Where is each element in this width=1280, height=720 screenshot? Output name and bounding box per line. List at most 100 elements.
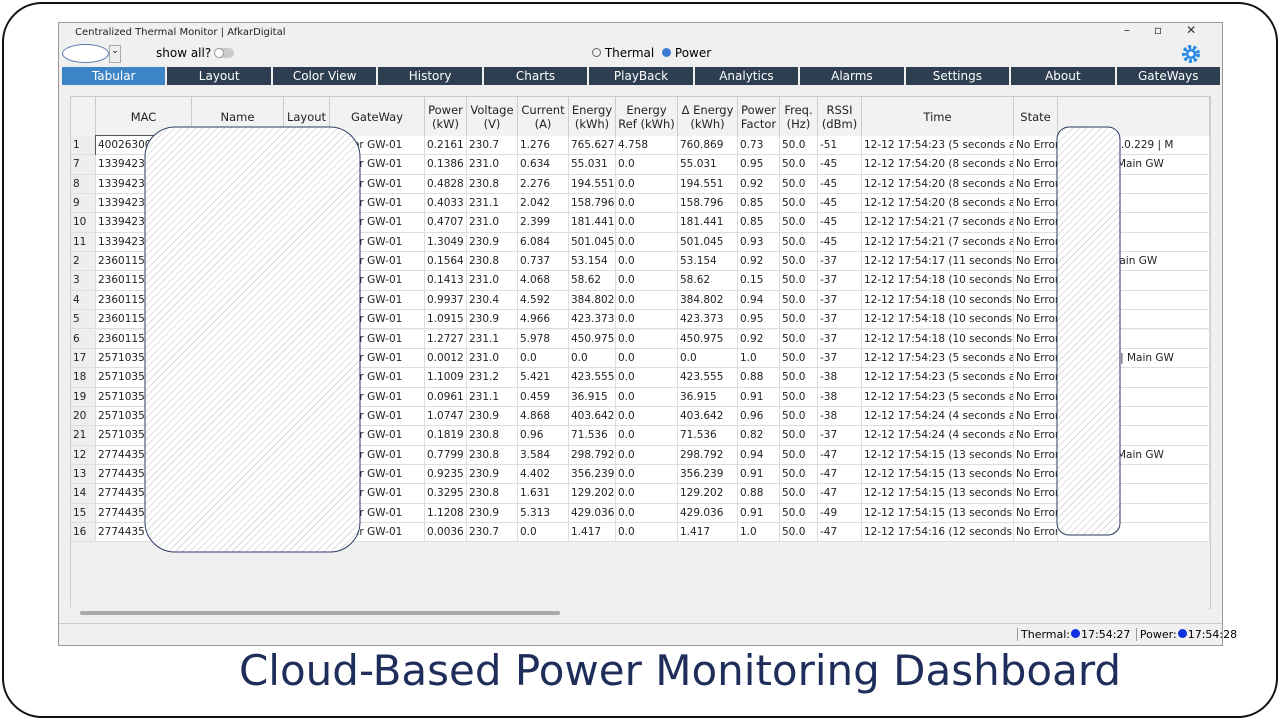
toggle[interactable] xyxy=(214,48,234,58)
table-cell: 12-12 17:54:20 (8 seconds ago) xyxy=(862,194,1014,214)
table-cell: 55.031 xyxy=(678,155,738,175)
radio-label[interactable]: Thermal xyxy=(604,46,655,60)
table-cell: 0.0 xyxy=(616,464,678,485)
table-cell: 403.642 xyxy=(678,406,738,427)
table-cell: 181.441 xyxy=(569,213,616,233)
table-cell: 12-12 17:54:23 (5 seconds ago) xyxy=(862,348,1014,369)
table-cell: 0.3295 xyxy=(425,484,467,504)
table-cell: 230.9 xyxy=(467,503,518,523)
table-cell: 0.0 xyxy=(616,271,678,291)
table-cell: 1.2727 xyxy=(425,329,467,349)
table-cell: No Error xyxy=(1014,232,1058,253)
tab[interactable]: Layout xyxy=(167,67,271,85)
tab[interactable]: Tabular xyxy=(62,67,166,85)
dropdown-arrow[interactable]: ⌄ xyxy=(109,45,121,63)
table-cell: -49 xyxy=(818,503,862,523)
table-cell: 12-12 17:54:18 (10 seconds ago) xyxy=(862,290,1014,311)
table-cell: 0.0036 xyxy=(425,523,467,543)
table-cell: 429.036 xyxy=(678,503,738,523)
table-cell: 5.978 xyxy=(518,329,569,349)
row-index: 16 xyxy=(71,523,96,543)
table-cell: 0.73 xyxy=(738,136,780,156)
dropdown[interactable] xyxy=(62,44,109,63)
table-cell: 12-12 17:54:21 (7 seconds ago) xyxy=(862,232,1014,253)
row-index: 2 xyxy=(71,252,96,272)
table-cell: -37 xyxy=(818,290,862,311)
table-cell: -47 xyxy=(818,445,862,465)
table-cell: No Error xyxy=(1014,155,1058,175)
table-cell: No Error xyxy=(1014,464,1058,485)
table-cell: 0.4033 xyxy=(425,194,467,214)
table-cell: 12-12 17:54:24 (4 seconds ago) xyxy=(862,406,1014,427)
row-index: 15 xyxy=(71,503,96,523)
radio-label[interactable]: Power xyxy=(674,46,712,60)
tab[interactable]: About xyxy=(1011,67,1115,85)
row-index: 21 xyxy=(71,426,96,446)
table-cell: 129.202 xyxy=(569,484,616,504)
table-cell: 50.0 xyxy=(780,464,818,485)
tab[interactable]: Analytics xyxy=(694,67,799,85)
table-cell: -51 xyxy=(818,136,862,156)
table-cell: -37 xyxy=(818,329,862,349)
table-cell: -45 xyxy=(818,194,862,214)
table-cell: 0.0 xyxy=(616,310,678,330)
table-cell: 0.88 xyxy=(738,368,780,388)
table-cell: 12-12 17:54:18 (10 seconds ago) xyxy=(862,271,1014,291)
table-cell: 50.0 xyxy=(780,406,818,427)
row-index: 3 xyxy=(71,271,96,291)
table-cell: 298.792 xyxy=(569,445,616,465)
table-cell: No Error xyxy=(1014,426,1058,446)
table-cell: 0.0 xyxy=(616,406,678,427)
row-index: 1 xyxy=(71,136,96,156)
table-cell: 0.0 xyxy=(616,348,678,369)
table-cell: 384.802 xyxy=(678,290,738,311)
settings-gear[interactable] xyxy=(1181,44,1201,64)
table-cell: 50.0 xyxy=(780,290,818,311)
table-cell: 0.634 xyxy=(518,155,569,175)
tab[interactable]: Charts xyxy=(483,67,588,85)
table-cell: 2.399 xyxy=(518,213,569,233)
table-cell: 12-12 17:54:18 (10 seconds ago) xyxy=(862,329,1014,349)
column-header: Power (kW) xyxy=(425,97,467,136)
table-cell: 12-12 17:54:24 (4 seconds ago) xyxy=(862,426,1014,446)
tab[interactable]: Settings xyxy=(905,67,1010,85)
table-cell: 231.0 xyxy=(467,155,518,175)
table-cell: 423.373 xyxy=(569,310,616,330)
tab[interactable]: Alarms xyxy=(800,67,904,85)
radio-group[interactable]: Thermal Power xyxy=(592,46,711,60)
h-scrollbar[interactable] xyxy=(70,607,1209,618)
table-cell: 53.154 xyxy=(678,252,738,272)
table-cell: 423.373 xyxy=(678,310,738,330)
table-cell: 0.96 xyxy=(518,426,569,446)
table-cell: 230.8 xyxy=(467,174,518,195)
table-cell: 230.9 xyxy=(467,464,518,485)
tab[interactable]: GateWays xyxy=(1116,67,1220,85)
column-header: State xyxy=(1014,97,1058,136)
table-cell: 12-12 17:54:17 (11 seconds ago) xyxy=(862,252,1014,272)
column-header: Energy (kWh) xyxy=(569,97,616,136)
row-index: 13 xyxy=(71,464,96,485)
table-cell: 0.0961 xyxy=(425,387,467,407)
table-cell: -47 xyxy=(818,464,862,485)
table-cell: 0.95 xyxy=(738,310,780,330)
status-bar: Thermal: 17:54:27 Power: 17:54:28 xyxy=(59,623,1237,646)
status-time: 17:54:27 xyxy=(1081,628,1131,641)
table-cell: 36.915 xyxy=(569,387,616,407)
table-cell: 158.796 xyxy=(678,194,738,214)
tab[interactable]: Color View xyxy=(272,67,377,85)
table-cell: 298.792 xyxy=(678,445,738,465)
table-cell: 50.0 xyxy=(780,387,818,407)
table-cell: 5.313 xyxy=(518,503,569,523)
table-cell: 0.0 xyxy=(616,232,678,253)
window-controls[interactable]: –▫✕ xyxy=(1124,23,1221,37)
tab[interactable]: PlayBack xyxy=(589,67,693,85)
table-cell: 1.631 xyxy=(518,484,569,504)
tab[interactable]: History xyxy=(378,67,482,85)
table-cell: 12-12 17:54:15 (13 seconds ago) xyxy=(862,484,1014,504)
table-cell: 58.62 xyxy=(569,271,616,291)
table-cell: No Error xyxy=(1014,484,1058,504)
table-cell: 230.8 xyxy=(467,426,518,446)
table-cell: 12-12 17:54:23 (5 seconds ago) xyxy=(862,136,1014,156)
table-cell: 4.966 xyxy=(518,310,569,330)
